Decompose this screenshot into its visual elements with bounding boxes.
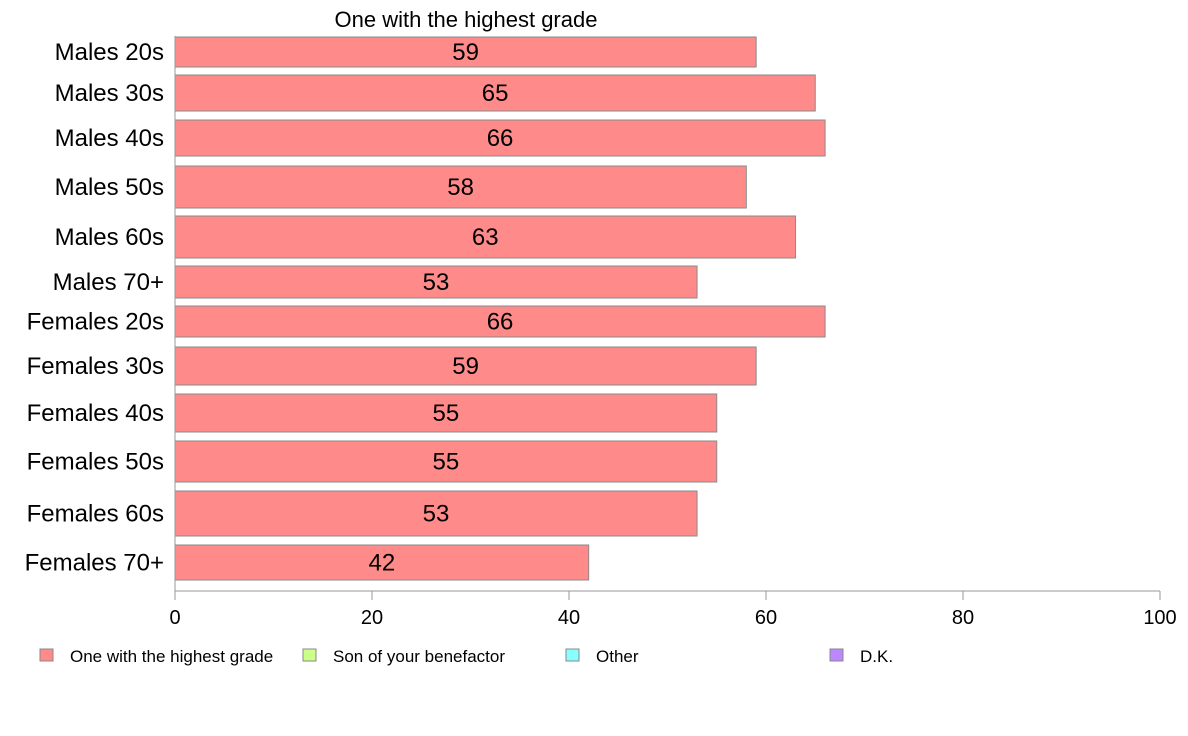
bar-value-label: 55 (433, 400, 460, 427)
bar-value-label: 66 (487, 125, 514, 152)
bar (174, 544, 590, 581)
x-axis: 0 20 40 60 80 100 (169, 36, 1177, 629)
bar-value-label: 65 (482, 80, 509, 107)
legend-label: Other (596, 647, 639, 666)
bar (174, 440, 718, 483)
bar-value-label: 55 (433, 449, 460, 476)
category-label: Females 50s (27, 449, 164, 476)
x-tick-label: 20 (361, 607, 383, 629)
legend-label: Son of your benefactor (333, 647, 505, 666)
legend-label: D.K. (860, 647, 893, 666)
x-tick-label: 0 (169, 607, 180, 629)
legend: One with the highest grade Son of your be… (39, 647, 893, 666)
category-label: Females 40s (27, 400, 164, 427)
category-label: Females 30s (27, 353, 164, 380)
bar-value-label: 42 (368, 550, 395, 577)
bar (174, 74, 816, 112)
category-label: Males 40s (55, 125, 164, 152)
category-label: Males 20s (55, 39, 164, 66)
category-label: Males 30s (55, 80, 164, 107)
chart-title: One with the highest grade (335, 7, 598, 32)
legend-swatch (302, 648, 317, 662)
legend-swatch (565, 648, 580, 662)
bar-value-label: 53 (423, 269, 450, 296)
category-label: Males 60s (55, 224, 164, 251)
legend-label: One with the highest grade (70, 647, 273, 666)
bars-layer: 59 Males 20s 65 Males 30s 66 Males 40s 58 Males… (25, 36, 826, 581)
x-tick-label: 60 (755, 607, 777, 629)
bar (174, 36, 757, 68)
bar-value-label: 59 (452, 39, 479, 66)
x-tick-label: 100 (1143, 607, 1176, 629)
bar-value-label: 63 (472, 224, 499, 251)
bar (174, 490, 698, 537)
bar-value-label: 53 (423, 501, 450, 528)
x-tick-label: 80 (952, 607, 974, 629)
x-tick-label: 40 (558, 607, 580, 629)
bar (174, 215, 797, 259)
legend-swatch (829, 648, 844, 662)
category-label: Females 60s (27, 501, 164, 528)
bar (174, 119, 826, 157)
bar-value-label: 66 (487, 309, 514, 336)
category-label: Males 70+ (53, 269, 164, 296)
category-label: Males 50s (55, 174, 164, 201)
bar (174, 305, 826, 338)
bar-value-label: 58 (447, 174, 474, 201)
category-label: Females 70+ (25, 550, 164, 577)
bar-value-label: 59 (452, 353, 479, 380)
legend-swatch (39, 648, 54, 662)
bar (174, 165, 747, 209)
category-label: Females 20s (27, 309, 164, 336)
